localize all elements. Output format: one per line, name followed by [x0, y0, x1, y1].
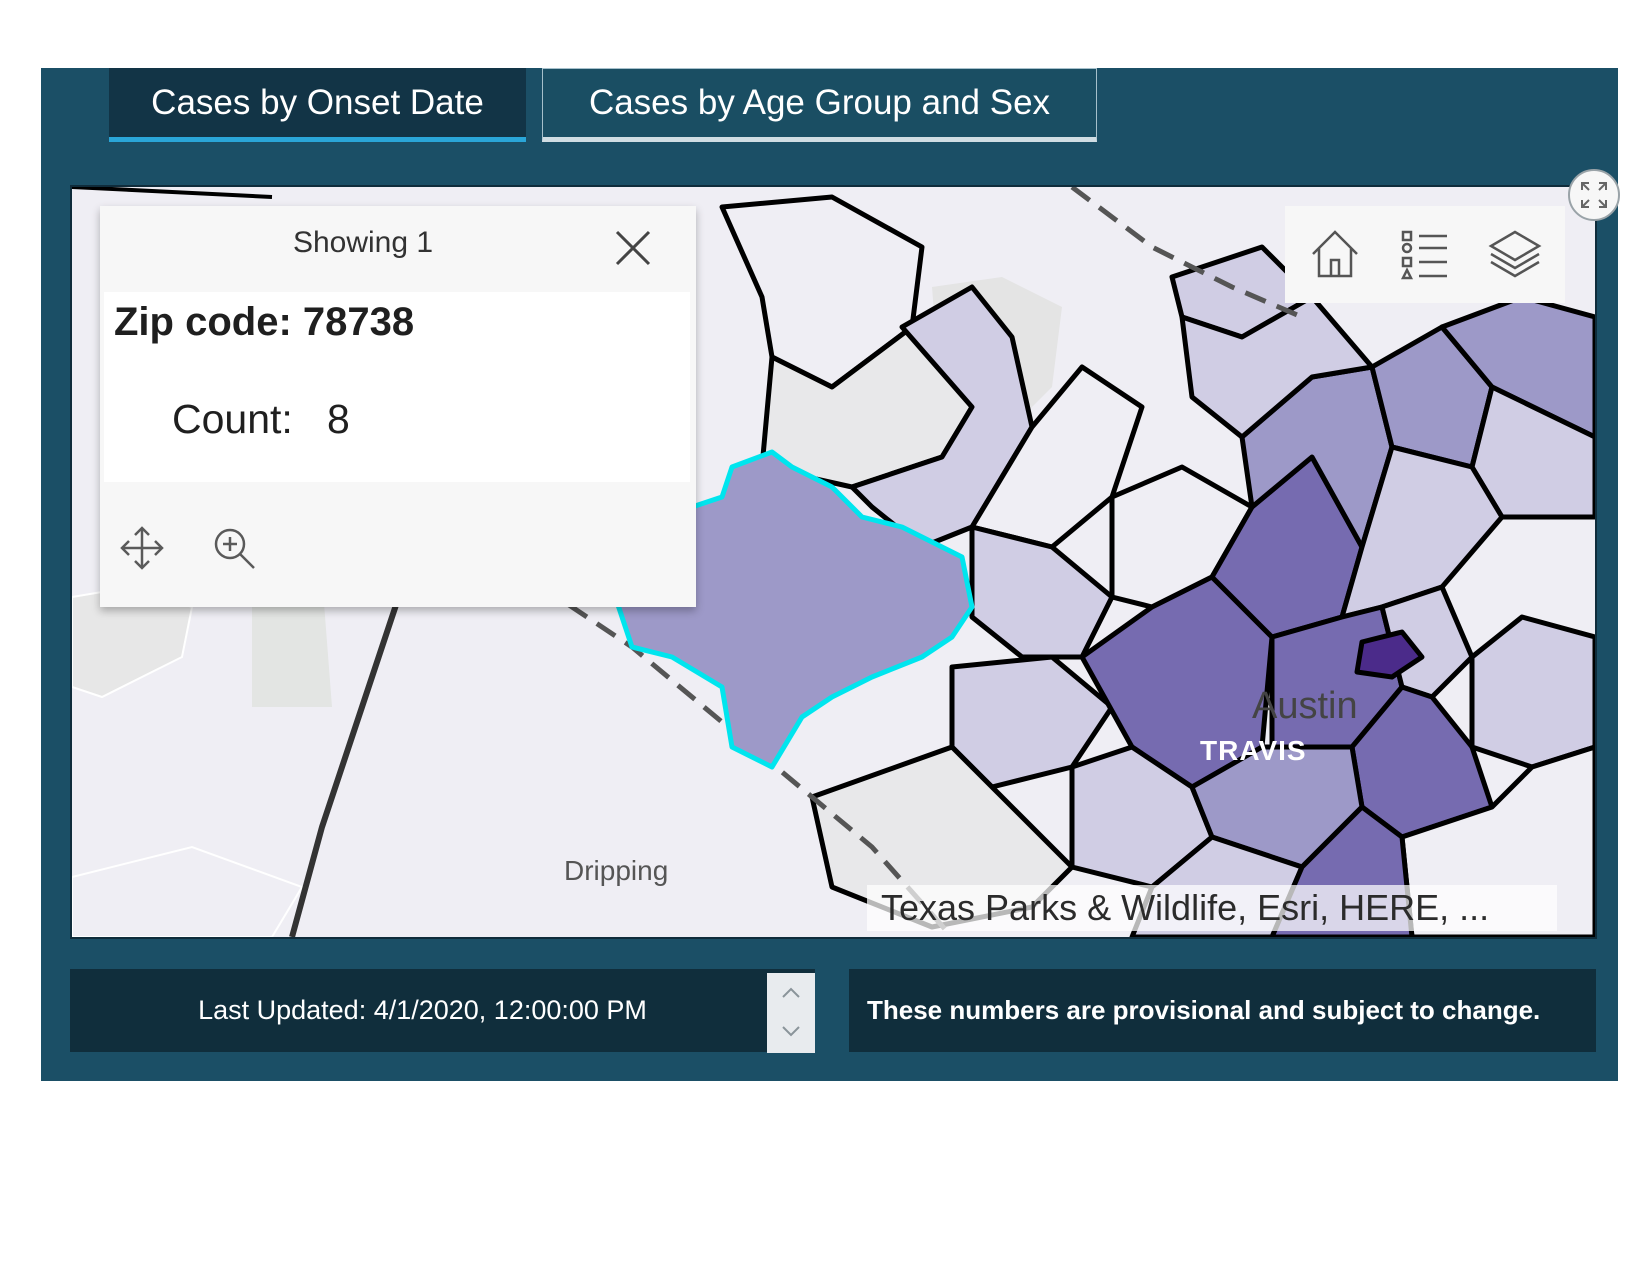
chevron-up-icon[interactable]: [767, 973, 815, 1013]
home-icon[interactable]: [1307, 226, 1363, 282]
popup-field: Count: 8: [172, 396, 350, 443]
popup-actions: [100, 494, 696, 607]
move-icon[interactable]: [118, 524, 166, 572]
map-toolbar: [1285, 206, 1565, 303]
field-value: 8: [327, 396, 350, 442]
close-icon[interactable]: [613, 228, 653, 268]
city-label: Austin: [1252, 685, 1358, 727]
popup-body: Zip code: 78738 Count: 8: [104, 292, 690, 482]
fullscreen-icon[interactable]: [1568, 169, 1620, 221]
feature-count: Showing 1: [292, 226, 434, 259]
feature-popup: Showing 1 Zip code: 78738 Count: 8: [100, 206, 696, 607]
tab-cases-by-age-group-and-sex[interactable]: Cases by Age Group and Sex: [542, 68, 1097, 142]
map-attribution[interactable]: Texas Parks & Wildlife, Esri, HERE, ...: [867, 885, 1557, 931]
field-label: Count:: [172, 396, 293, 442]
map-view[interactable]: Austin TRAVIS Dripping Showing 1 Zip cod…: [70, 185, 1597, 939]
last-updated-text: Last Updated: 4/1/2020, 12:00:00 PM: [198, 995, 647, 1025]
zoom-to-icon[interactable]: [210, 524, 258, 572]
popup-title: Zip code: 78738: [114, 300, 415, 344]
last-updated-panel: Last Updated: 4/1/2020, 12:00:00 PM: [70, 969, 815, 1053]
disclaimer-panel: These numbers are provisional and subjec…: [849, 969, 1596, 1052]
disclaimer-text: These numbers are provisional and subjec…: [867, 995, 1541, 1025]
town-label: Dripping: [564, 855, 669, 886]
selected-zip-polygon: [609, 449, 975, 770]
popup-header: Showing 1: [100, 206, 696, 292]
legend-icon[interactable]: [1397, 226, 1453, 282]
county-label: TRAVIS: [1200, 735, 1307, 766]
layers-icon[interactable]: [1487, 226, 1543, 282]
dashboard: Cases by Onset Date Cases by Age Group a…: [41, 68, 1618, 1081]
chevron-down-icon[interactable]: [767, 1013, 815, 1053]
scroll-control[interactable]: [767, 973, 815, 1053]
tab-cases-by-onset-date[interactable]: Cases by Onset Date: [109, 68, 526, 142]
